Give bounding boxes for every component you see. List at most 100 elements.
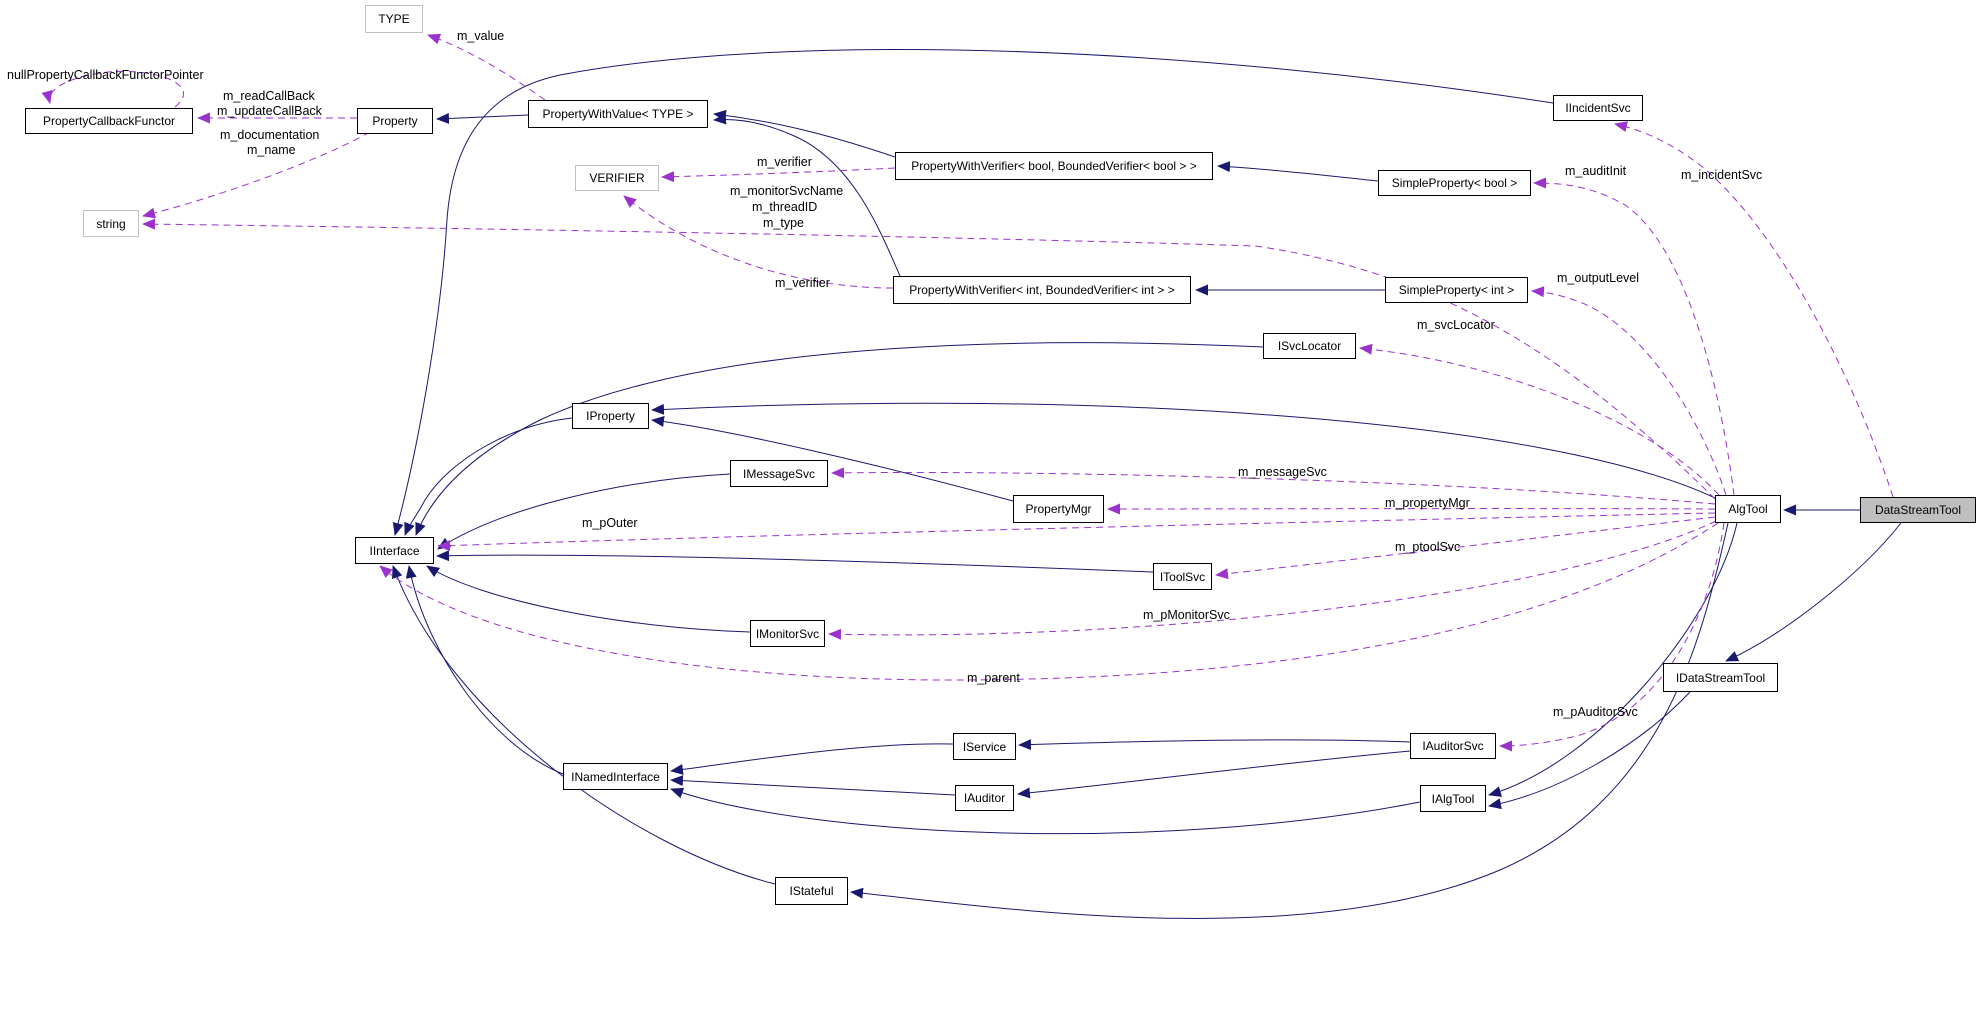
edge-idatastreamtool-ialgtool — [1488, 691, 1691, 810]
edge-label-m-name: m_name — [247, 143, 296, 157]
node-property-label: Property — [372, 114, 418, 128]
edge-iauditorsvc-iservice — [1018, 739, 1411, 751]
edge-label-m-svclocator: m_svcLocator — [1417, 318, 1495, 332]
edge-algtool-imonitorsvc — [828, 520, 1717, 640]
node-propertycallbackfunctor[interactable]: PropertyCallbackFunctor — [25, 108, 193, 134]
node-iproperty[interactable]: IProperty — [572, 403, 649, 429]
node-idatastreamtool-label: IDataStreamTool — [1675, 670, 1766, 685]
edge-label-m-monitorsvcname: m_monitorSvcName — [730, 184, 844, 198]
node-imessagesvc[interactable]: IMessageSvc — [730, 460, 828, 487]
edge-pwvint-verifier — [623, 195, 894, 289]
node-isvclocator-label: ISvcLocator — [1277, 339, 1342, 353]
edge-label-m-pouter: m_pOuter — [582, 516, 638, 530]
edge-label-m-parent: m_parent — [967, 671, 1020, 685]
edge-iauditor-inamedinterface — [670, 775, 956, 796]
node-type: TYPE — [365, 5, 423, 33]
edge-algtool-iauditorsvc — [1499, 522, 1725, 752]
edge-propertymgr-iproperty — [651, 416, 1014, 502]
edge-algtool-imessagesvc — [831, 467, 1716, 505]
node-propertymgr-label: PropertyMgr — [1025, 502, 1092, 516]
node-datastreamtool-label: DataStreamTool — [1874, 503, 1962, 517]
node-istateful-label: IStateful — [789, 884, 834, 898]
edge-algtool-string — [142, 218, 1716, 500]
node-algtool[interactable]: AlgTool — [1715, 495, 1781, 523]
edge-label-m-messagesvc: m_messageSvc — [1238, 465, 1327, 479]
node-iincidentsvc[interactable]: IIncidentSvc — [1553, 95, 1643, 121]
node-inamedinterface[interactable]: INamedInterface — [563, 763, 668, 790]
node-iinterface[interactable]: IInterface — [355, 537, 434, 564]
node-propertywithverifier-bool[interactable]: PropertyWithVerifier< bool, BoundedVerif… — [895, 152, 1213, 180]
node-verifier-label: VERIFIER — [589, 171, 645, 185]
edge-propertywithvalue-type — [427, 33, 546, 101]
node-iauditor-label: IAuditor — [963, 791, 1006, 805]
edge-iauditorsvc-iauditor — [1017, 750, 1411, 799]
node-inamedinterface-label: INamedInterface — [571, 769, 660, 784]
node-itoolsvc[interactable]: IToolSvc — [1153, 563, 1212, 590]
node-propertywithvalue-label: PropertyWithValue< TYPE > — [542, 107, 694, 121]
node-string: string — [83, 210, 139, 237]
node-imessagesvc-label: IMessageSvc — [742, 466, 816, 481]
edge-algtool-isvclocator — [1359, 343, 1720, 496]
edge-itoolsvc-iinterface — [436, 550, 1154, 573]
edge-iincidentsvc-iinterface — [392, 49, 1554, 536]
edge-istateful-iinterface — [392, 565, 776, 885]
edge-algtool-iinterface-parent — [379, 522, 1719, 681]
edge-datastreamtool-idatastreamtool — [1725, 522, 1902, 662]
node-iauditorsvc-label: IAuditorSvc — [1422, 739, 1484, 753]
node-iauditor[interactable]: IAuditor — [955, 785, 1014, 811]
edge-label-m-ptoolsvc: m_ptoolSvc — [1395, 540, 1461, 554]
node-datastreamtool: DataStreamTool — [1860, 497, 1976, 523]
node-propertywithverifier-bool-label: PropertyWithVerifier< bool, BoundedVerif… — [911, 159, 1197, 173]
edge-algtool-itoolsvc — [1215, 516, 1716, 580]
edge-label-m-pauditorsvc: m_pAuditorSvc — [1553, 705, 1638, 719]
edge-pwvbool-verifier — [661, 167, 896, 183]
edge-algtool-istateful — [850, 522, 1729, 919]
edge-label-m-pmonitorsvc: m_pMonitorSvc — [1143, 608, 1230, 622]
edge-property-string — [142, 131, 371, 219]
node-propertywithvalue[interactable]: PropertyWithValue< TYPE > — [528, 100, 708, 128]
edge-iproperty-iinterface — [404, 417, 573, 536]
edge-pwvbool-propertywithvalue — [713, 109, 896, 158]
node-property[interactable]: Property — [357, 108, 433, 134]
node-propertywithverifier-int[interactable]: PropertyWithVerifier< int, BoundedVerifi… — [893, 276, 1191, 304]
edge-ialgtool-inamedinterface — [670, 787, 1421, 835]
node-propertycallbackfunctor-label: PropertyCallbackFunctor — [42, 114, 176, 128]
node-iservice[interactable]: IService — [953, 733, 1016, 760]
node-verifier: VERIFIER — [575, 165, 659, 191]
node-ialgtool[interactable]: IAlgTool — [1420, 785, 1486, 812]
edge-simplebool-pwvbool — [1217, 161, 1379, 182]
node-simpleproperty-bool-label: SimpleProperty< bool > — [1391, 176, 1518, 190]
edge-pwvint-propertywithvalue — [713, 113, 901, 277]
edge-imessagesvc-iinterface — [437, 473, 731, 550]
edge-inamedinterface-iinterface — [405, 565, 564, 775]
node-imonitorsvc[interactable]: IMonitorSvc — [750, 620, 825, 647]
edge-label-m-value: m_value — [457, 29, 505, 43]
node-type-label: TYPE — [378, 12, 410, 26]
edge-isvclocator-iinterface — [415, 342, 1264, 536]
edge-label-m-incidentsvc: m_incidentSvc — [1681, 168, 1763, 182]
node-simpleproperty-bool[interactable]: SimpleProperty< bool > — [1378, 170, 1531, 196]
edge-label-m-outputlevel: m_outputLevel — [1557, 271, 1640, 285]
node-algtool-label: AlgTool — [1728, 502, 1768, 516]
node-iauditorsvc[interactable]: IAuditorSvc — [1410, 733, 1496, 759]
node-iincidentsvc-label: IIncidentSvc — [1565, 101, 1631, 115]
node-ialgtool-label: IAlgTool — [1431, 791, 1475, 806]
node-iservice-label: IService — [962, 739, 1007, 754]
edge-label-m-type: m_type — [763, 216, 804, 230]
node-isvclocator[interactable]: ISvcLocator — [1263, 333, 1356, 359]
edge-algtool-ialgtool — [1488, 522, 1738, 797]
edge-iservice-inamedinterface — [670, 743, 954, 775]
node-propertymgr[interactable]: PropertyMgr — [1013, 495, 1104, 523]
node-itoolsvc-label: IToolSvc — [1159, 569, 1206, 584]
node-simpleproperty-int[interactable]: SimpleProperty< int > — [1385, 277, 1528, 303]
edge-algtool-iinterface-pouter — [437, 512, 1716, 552]
node-iinterface-label: IInterface — [369, 543, 420, 558]
node-idatastreamtool[interactable]: IDataStreamTool — [1663, 663, 1778, 692]
edge-label-nullpropertycallbackfunctorpointer: nullPropertyCallbackFunctorPointer — [7, 68, 204, 82]
edge-label-m-documentation: m_documentation — [220, 128, 320, 142]
node-imonitorsvc-label: IMonitorSvc — [755, 626, 820, 641]
edge-algtool-simplebool — [1533, 177, 1735, 496]
node-istateful[interactable]: IStateful — [775, 877, 848, 905]
